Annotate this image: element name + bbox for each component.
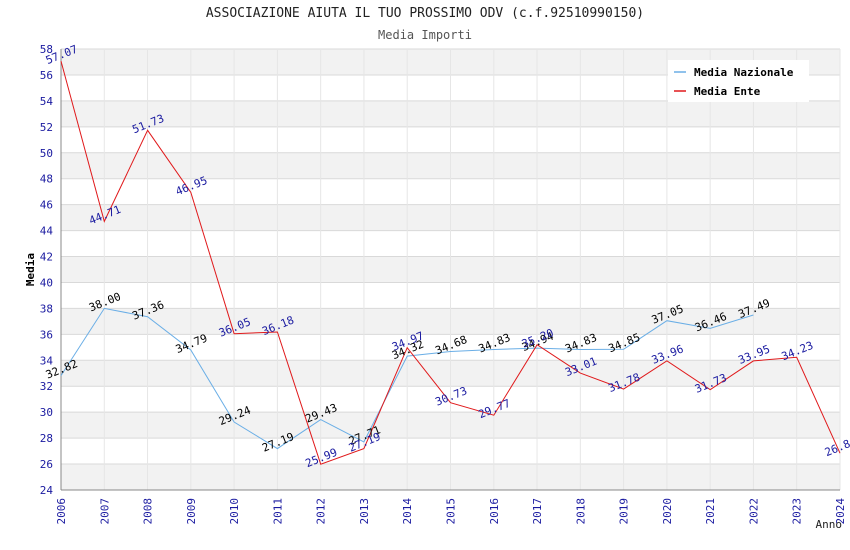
- y-tick-label: 24: [40, 484, 54, 497]
- x-tick-label: 2023: [791, 498, 804, 525]
- x-tick-label: 2020: [661, 498, 674, 525]
- y-tick-label: 36: [40, 328, 53, 341]
- x-axis-title: Anno: [816, 518, 843, 531]
- series-line-media-nazionale: [60, 307, 754, 450]
- x-tick-label: 2018: [574, 498, 587, 525]
- y-tick-label: 50: [40, 147, 53, 160]
- x-tick-label: 2011: [271, 498, 284, 525]
- y-tick-label: 38: [40, 302, 53, 315]
- x-tick-label: 2009: [185, 498, 198, 525]
- y-tick-label: 30: [40, 406, 53, 419]
- y-tick-label: 26: [40, 458, 53, 471]
- y-tick-label: 34: [40, 354, 54, 367]
- x-tick-label: 2021: [704, 498, 717, 525]
- y-axis-title: Media: [24, 253, 37, 286]
- x-tick-label: 2024: [834, 498, 847, 525]
- chart-title: ASSOCIAZIONE AIUTA IL TUO PROSSIMO ODV (…: [205, 6, 645, 21]
- y-tick-label: 56: [40, 69, 53, 82]
- y-tick-label: 52: [40, 121, 53, 134]
- y-tick-label: 44: [40, 225, 54, 238]
- x-tick-label: 2014: [401, 498, 414, 525]
- y-tick-label: 42: [40, 251, 53, 264]
- y-tick-label: 48: [40, 173, 53, 186]
- series-line-media-ente: [60, 60, 841, 465]
- x-tick-label: 2010: [228, 498, 241, 525]
- x-tick-label: 2007: [98, 498, 111, 525]
- x-tick-label: 2012: [315, 498, 328, 525]
- x-tick-label: 2016: [488, 498, 501, 525]
- x-tick-label: 2013: [358, 498, 371, 525]
- data-label: 34.79: [174, 332, 210, 356]
- legend-label: Media Ente: [694, 85, 761, 98]
- legend-box: [668, 60, 809, 102]
- y-tick-label: 58: [40, 43, 53, 56]
- x-tick-label: 2022: [747, 498, 760, 525]
- x-tick-label: 2017: [531, 498, 544, 525]
- y-tick-label: 40: [40, 276, 53, 289]
- y-tick-label: 46: [40, 199, 53, 212]
- x-tick-label: 2015: [445, 498, 458, 525]
- y-tick-label: 28: [40, 432, 53, 445]
- chart-subtitle: Media Importi: [378, 28, 472, 42]
- y-tick-label: 54: [40, 95, 54, 108]
- x-tick-label: 2006: [55, 498, 68, 525]
- legend-label: Media Nazionale: [694, 66, 794, 79]
- x-tick-label: 2019: [618, 498, 631, 525]
- data-label: 34.68: [433, 333, 469, 357]
- x-tick-label: 2008: [142, 498, 155, 525]
- y-tick-label: 32: [40, 380, 53, 393]
